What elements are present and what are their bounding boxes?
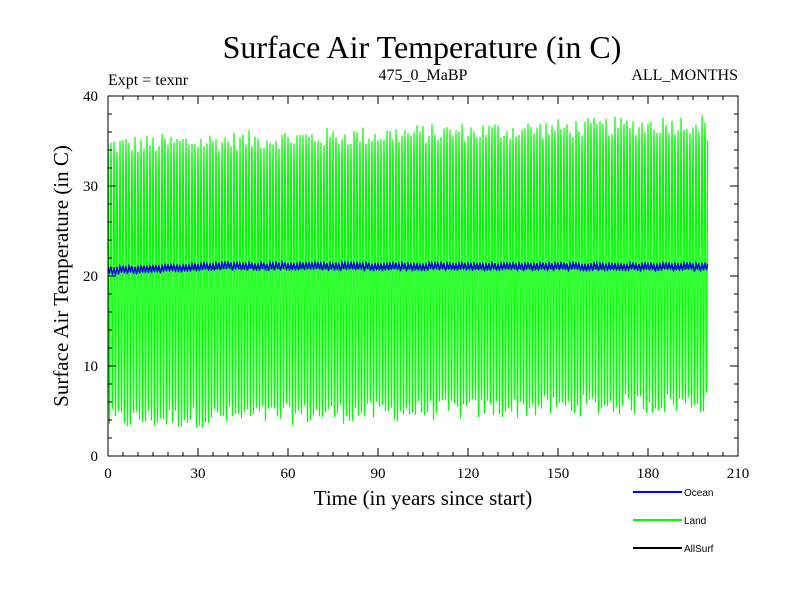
x-tick-label: 210 — [727, 466, 750, 482]
x-tick-label: 0 — [104, 466, 112, 482]
y-tick-label: 10 — [83, 359, 98, 375]
y-tick-label: 20 — [83, 269, 98, 285]
x-tick-label: 60 — [281, 466, 296, 482]
legend-label-ocean: Ocean — [684, 488, 713, 499]
legend-label-allsurf: AllSurf — [684, 544, 714, 555]
y-tick-label: 30 — [83, 179, 98, 195]
x-tick-label: 90 — [371, 466, 386, 482]
y-axis-label: Surface Air Temperature (in C) — [49, 145, 73, 407]
series-allsurf-line — [107, 265, 708, 271]
axis-layer: 0 30 60 90 120 150 180 210 0 10 20 30 40 — [83, 89, 749, 482]
x-tick-label: 180 — [637, 466, 660, 482]
legend: Ocean Land AllSurf — [633, 488, 714, 555]
y-tick-label: 0 — [91, 449, 99, 465]
legend-label-land: Land — [684, 516, 706, 527]
period-label: 475_0_MaBP — [379, 67, 468, 84]
experiment-label: Expt = texnr — [108, 72, 189, 89]
x-axis-label: Time (in years since start) — [314, 486, 533, 510]
x-tick-label: 120 — [457, 466, 480, 482]
x-tick-label: 30 — [191, 466, 206, 482]
y-tick-label: 40 — [83, 89, 98, 105]
series-land-line — [107, 115, 709, 428]
data-layer — [107, 115, 709, 428]
x-tick-label: 150 — [547, 466, 570, 482]
chart-title: Surface Air Temperature (in C) — [223, 29, 622, 65]
months-label: ALL_MONTHS — [631, 67, 738, 84]
